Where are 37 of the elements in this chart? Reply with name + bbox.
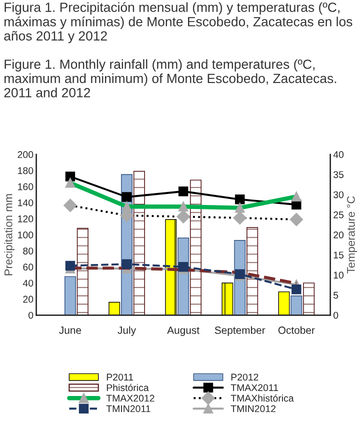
y2-tick-label: 30 (333, 191, 344, 198)
legend-label: TMIN2011 (106, 405, 150, 412)
legend-label: P2011 (106, 374, 134, 381)
y2-tick-label: 20 (334, 232, 344, 238)
y2-tick-label: 35 (333, 171, 344, 178)
y-tick-label: 20 (23, 296, 34, 303)
x-tick-label: June (59, 326, 82, 334)
y2-tick-label: 40 (333, 151, 344, 158)
x-tick-label: July (118, 326, 136, 336)
y-tick-label: 120 (18, 215, 34, 222)
x-tick-label: October (278, 326, 315, 334)
y2-tick-label: 0 (333, 312, 338, 319)
legend-label: P2012 (231, 374, 258, 381)
y-tick-label: 160 (18, 183, 34, 190)
y2-tick-label: 15 (334, 252, 344, 258)
y-tick-label: 100 (18, 232, 34, 238)
y-tick-label: 60 (23, 264, 34, 271)
chart-subtitle: Figure 1. Monthly rainfall (mm) and temperatures (ºC, maximum and minimum) of Monte Escobedo, Zacatecas. 2011 and 2012 (4, 59, 336, 98)
y-tick-label: 40 (22, 280, 34, 287)
y-tick-label: 140 (18, 199, 34, 206)
y-tick-label: 200 (18, 151, 34, 158)
legend-label: TMAX2011 (230, 384, 278, 392)
x-tick-label: September (214, 326, 266, 336)
y2-tick-label: 10 (334, 272, 344, 279)
legend-label: TMAXhistórica (230, 394, 294, 402)
y-tick-label: 180 (18, 167, 34, 174)
y2-axis-title: Temperature °C (346, 196, 358, 274)
y2-tick-label: 25 (334, 211, 344, 218)
x-tick-label: August (167, 326, 200, 336)
y2-tick-label: 5 (333, 292, 338, 299)
y-tick-label: 0 (28, 312, 34, 319)
legend-label: Phistórica (106, 384, 149, 392)
legend-label: TMIN2012 (230, 405, 276, 412)
legend-label: TMAX2012 (106, 394, 154, 402)
y-axis-title: Precipitation mm (4, 194, 15, 276)
chart-title: Figura 1. Precipitación mensual (mm) y temperaturas (ºC, máximas y mínimas) de Monte Escobedo, Zacatecas en los años 2011 y 2012 (4, 2, 352, 44)
y-tick-label: 80 (23, 248, 34, 254)
